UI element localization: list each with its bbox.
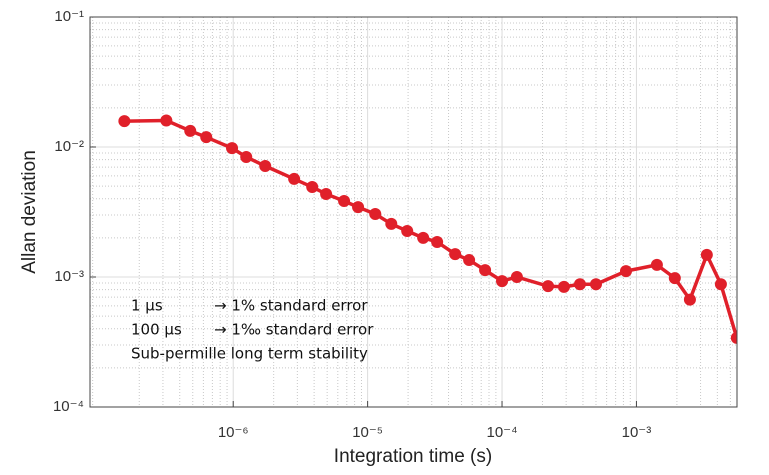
data-point xyxy=(184,124,197,137)
data-point xyxy=(385,217,398,230)
data-point xyxy=(496,275,509,288)
data-point xyxy=(306,181,319,194)
x-tick-label: 10⁻⁴ xyxy=(486,424,517,441)
data-point xyxy=(714,278,727,291)
data-point xyxy=(479,264,492,277)
data-point xyxy=(463,254,476,267)
annotation: 1 µs xyxy=(131,297,163,315)
y-tick-label: 10⁻² xyxy=(54,138,84,155)
plot xyxy=(118,114,737,344)
data-point xyxy=(431,235,444,248)
x-tick-label: 10⁻⁶ xyxy=(218,424,249,441)
data-point xyxy=(200,131,213,144)
data-point xyxy=(542,280,555,293)
data-point xyxy=(240,150,253,163)
y-axis-label: Allan deviation xyxy=(19,150,40,274)
data-point xyxy=(683,293,696,306)
annotation: 100 µs xyxy=(131,321,182,339)
data-point xyxy=(449,248,462,261)
data-point xyxy=(589,278,602,291)
plot-area xyxy=(90,17,737,407)
data-point xyxy=(338,195,351,208)
y-tick-label: 10⁻¹ xyxy=(54,8,84,25)
data-point xyxy=(288,172,301,185)
data-point xyxy=(619,265,632,278)
annotation: Sub-permille long term stability xyxy=(131,345,368,363)
data-point xyxy=(417,231,430,244)
data-point xyxy=(259,160,272,173)
data-point xyxy=(401,224,414,237)
data-point xyxy=(320,187,333,200)
data-point xyxy=(557,280,570,293)
x-axis-label: Integration time (s) xyxy=(334,446,492,467)
data-point xyxy=(650,258,663,271)
data-point xyxy=(160,114,173,127)
y-tick-label: 10⁻³ xyxy=(54,268,84,285)
annotations: 1 µs → 1% standard error 100 µs → 1‰ standa… xyxy=(131,297,374,363)
data-point xyxy=(226,142,239,155)
data-point xyxy=(510,271,523,283)
data-point xyxy=(573,278,586,291)
plot-frame xyxy=(89,16,738,408)
data-point xyxy=(668,272,681,285)
y-tick-label: 10⁻⁴ xyxy=(53,398,84,415)
data-point xyxy=(369,208,382,221)
data-point xyxy=(700,248,713,261)
annotation: → 1‰ standard error xyxy=(214,321,374,339)
data-point xyxy=(118,115,131,128)
data-point xyxy=(730,331,737,344)
data-point xyxy=(352,201,365,214)
x-tick-label: 10⁻⁵ xyxy=(352,424,383,441)
x-tick-label: 10⁻³ xyxy=(622,424,652,441)
annotation: → 1% standard error xyxy=(214,297,368,315)
